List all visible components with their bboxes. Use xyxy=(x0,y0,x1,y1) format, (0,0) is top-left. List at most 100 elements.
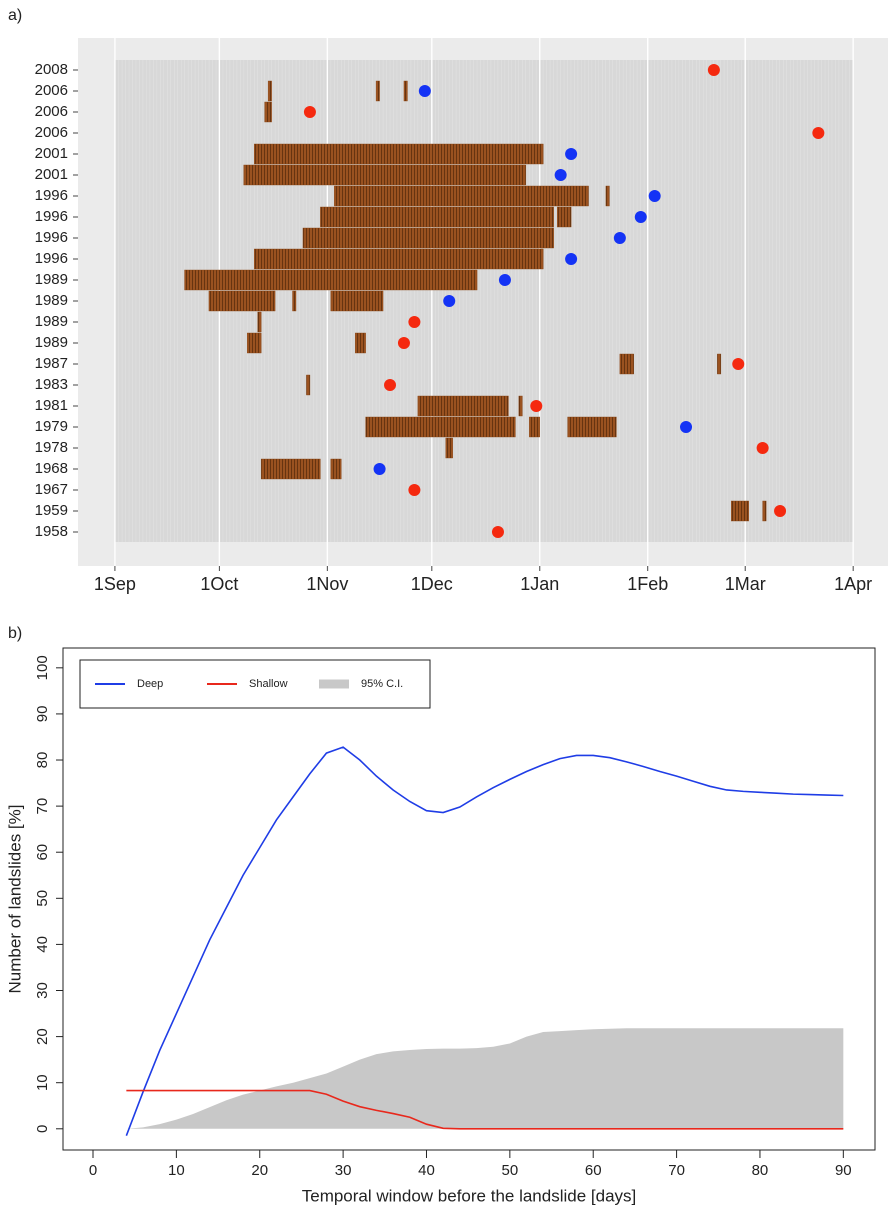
interval-bar xyxy=(306,374,311,396)
interval-bar xyxy=(184,269,478,291)
interval-bar xyxy=(264,101,272,123)
y-tick-label: 1989 xyxy=(35,334,68,351)
event-dot xyxy=(613,232,626,244)
interval-bar xyxy=(208,290,276,312)
ci-area xyxy=(126,1028,844,1129)
y-tick-label: 1989 xyxy=(35,292,68,309)
interval-bar xyxy=(254,248,544,270)
interval-bar xyxy=(417,395,509,417)
interval-bar xyxy=(518,395,523,417)
interval-bar xyxy=(605,185,610,207)
interval-bar xyxy=(529,416,540,438)
interval-bar xyxy=(567,416,617,438)
y-axis-label: Number of landslides [%] xyxy=(5,805,24,994)
y-tick-label: 2008 xyxy=(35,61,68,78)
interval-bar xyxy=(445,437,453,459)
x-tick-label: 1Jan xyxy=(520,574,559,594)
x-tick-label: 1Sep xyxy=(94,574,136,594)
series-line xyxy=(126,1089,844,1130)
y-tick-label: 1958 xyxy=(35,523,68,540)
event-dot xyxy=(565,253,578,265)
event-dot xyxy=(554,169,567,181)
y-tick-label: 2001 xyxy=(35,166,68,183)
y-tick-label: 40 xyxy=(34,936,51,953)
y-tick-label: 50 xyxy=(34,890,51,907)
y-tick-label: 70 xyxy=(34,798,51,815)
y-tick-label: 80 xyxy=(34,752,51,769)
event-dot xyxy=(491,526,504,538)
event-dot xyxy=(774,505,787,517)
interval-bar xyxy=(334,185,589,207)
interval-bar xyxy=(247,332,262,354)
y-tick-label: 1981 xyxy=(35,397,68,414)
legend-box xyxy=(79,659,431,709)
y-tick-label: 1996 xyxy=(35,187,68,204)
panel-label: a) xyxy=(8,7,22,24)
interval-bar xyxy=(403,80,408,102)
x-tick-label: 50 xyxy=(502,1162,519,1179)
event-dot xyxy=(408,316,421,328)
y-tick-label: 30 xyxy=(34,982,51,999)
interval-bar xyxy=(292,290,297,312)
event-dot xyxy=(443,295,456,307)
y-tick-label: 1979 xyxy=(35,418,68,435)
interval-bar xyxy=(257,311,262,333)
event-dot xyxy=(680,421,693,433)
x-tick-label: 1Feb xyxy=(627,574,668,594)
x-tick-label: 60 xyxy=(585,1162,602,1179)
x-tick-label: 1Oct xyxy=(200,574,238,594)
event-dot xyxy=(418,85,431,97)
event-dot xyxy=(384,379,397,391)
y-tick-label: 1996 xyxy=(35,250,68,267)
y-tick-label: 1968 xyxy=(35,460,68,477)
y-tick-label: 1978 xyxy=(35,439,68,456)
interval-bar xyxy=(254,143,544,165)
series-line xyxy=(125,746,844,1136)
y-tick-label: 2001 xyxy=(35,145,68,162)
event-dot xyxy=(756,442,769,454)
legend-label: 95% C.I. xyxy=(361,678,403,690)
event-dot xyxy=(648,190,661,202)
event-dot xyxy=(530,400,543,412)
x-tick-label: 1Nov xyxy=(306,574,348,594)
interval-bar xyxy=(354,332,366,354)
interval-bar xyxy=(302,227,554,249)
interval-bar xyxy=(260,458,321,480)
interval-bar xyxy=(243,164,527,186)
interval-bar xyxy=(330,290,384,312)
interval-bar xyxy=(375,80,380,102)
y-tick-label: 20 xyxy=(34,1028,51,1045)
event-dot xyxy=(634,211,647,223)
event-dot xyxy=(565,148,578,160)
x-tick-label: 1Mar xyxy=(725,574,766,594)
event-dot xyxy=(498,274,511,286)
x-tick-label: 10 xyxy=(168,1162,185,1179)
y-tick-label: 1996 xyxy=(35,208,68,225)
y-tick-label: 1983 xyxy=(35,376,68,393)
legend-label: Deep xyxy=(137,678,163,690)
event-dot xyxy=(303,106,316,118)
y-tick-label: 90 xyxy=(34,706,51,723)
x-axis-label: Temporal window before the landslide [da… xyxy=(302,1186,637,1205)
event-dot xyxy=(812,127,825,139)
interval-bar xyxy=(330,458,342,480)
y-tick-label: 0 xyxy=(34,1125,51,1133)
event-dot xyxy=(732,358,745,370)
interval-bar xyxy=(267,80,272,102)
x-tick-label: 40 xyxy=(418,1162,435,1179)
plot-frame xyxy=(62,647,876,1151)
y-tick-label: 1989 xyxy=(35,313,68,330)
x-tick-label: 1Apr xyxy=(834,574,872,594)
x-tick-label: 20 xyxy=(251,1162,268,1179)
y-tick-label: 1967 xyxy=(35,481,68,498)
y-tick-label: 1989 xyxy=(35,271,68,288)
y-tick-label: 1987 xyxy=(35,355,68,372)
x-tick-label: 30 xyxy=(335,1162,352,1179)
interval-bar xyxy=(556,206,572,228)
x-tick-label: 90 xyxy=(835,1162,852,1179)
legend-label: Shallow xyxy=(249,678,288,690)
interval-bar xyxy=(619,353,634,375)
interval-bar xyxy=(717,353,722,375)
y-tick-label: 100 xyxy=(34,655,51,680)
y-tick-label: 2006 xyxy=(35,103,68,120)
